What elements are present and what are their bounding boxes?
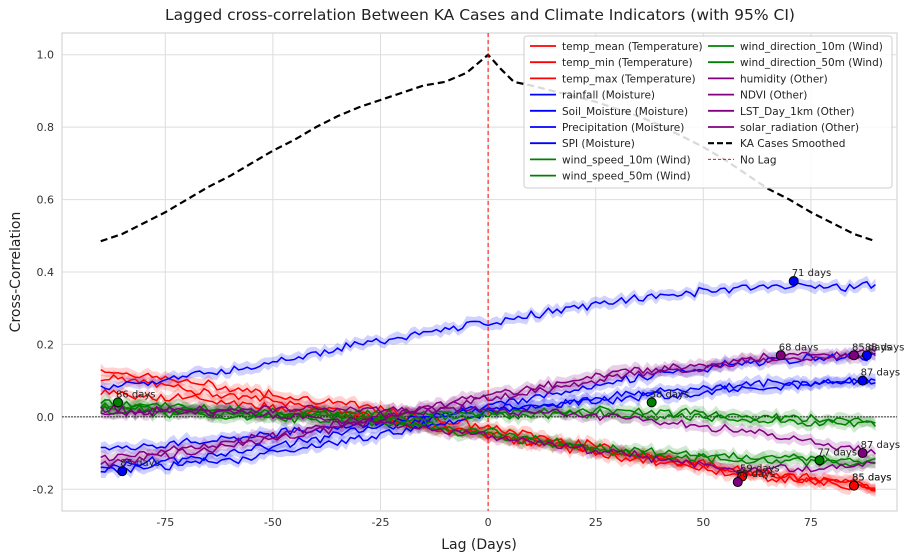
legend: temp_mean (Temperature) temp_min (Tempera… xyxy=(523,35,893,189)
x-tick-label: 75 xyxy=(804,516,818,529)
legend-label: KA Cases Smoothed xyxy=(740,138,845,150)
peak-marker xyxy=(857,448,868,459)
peak-annotation: 58 days xyxy=(736,469,776,480)
legend-label: temp_min (Temperature) xyxy=(562,57,693,69)
peak-marker xyxy=(112,397,123,408)
peak-marker xyxy=(646,397,657,408)
y-axis-label: Cross-Correlation xyxy=(8,212,24,333)
legend-label: NDVI (Other) xyxy=(740,90,807,102)
legend-label: wind_direction_10m (Wind) xyxy=(740,41,883,53)
peak-marker xyxy=(775,350,786,361)
legend-label: rainfall (Moisture) xyxy=(562,90,655,102)
x-tick-label: -75 xyxy=(156,516,174,529)
peak-marker xyxy=(732,477,743,488)
y-tick-label: 1.0 xyxy=(37,49,55,62)
legend-label: LST_Day_1km (Other) xyxy=(740,106,855,118)
peak-annotation: 71 days xyxy=(792,268,832,279)
peak-annotation: 59 days xyxy=(740,464,780,475)
peak-annotation: 38 days xyxy=(650,389,690,400)
legend-label: wind_speed_50m (Wind) xyxy=(562,171,691,183)
x-tick-label: 25 xyxy=(589,516,603,529)
y-tick-label: 0.6 xyxy=(37,194,55,207)
legend-label: solar_radiation (Other) xyxy=(740,122,859,134)
series-line xyxy=(100,403,877,428)
peak-annotation: 85 days xyxy=(852,473,892,484)
legend-label: wind_direction_50m (Wind) xyxy=(740,57,883,69)
legend-label: Precipitation (Moisture) xyxy=(562,122,684,134)
confidence-band xyxy=(100,398,876,470)
peak-annotation: 88 days xyxy=(865,342,904,353)
series-line xyxy=(100,280,876,391)
confidence-band xyxy=(100,275,876,396)
legend-label: No Lag xyxy=(740,154,777,166)
y-axis-ticks: -0.2 0.0 0.2 0.4 0.6 0.8 1.0 xyxy=(33,49,54,497)
peak-annotation: 85 days xyxy=(852,473,892,484)
peak-annotation: 68 days xyxy=(779,342,819,353)
x-axis-label: Lag (Days) xyxy=(441,537,517,553)
x-tick-label: 50 xyxy=(696,516,710,529)
x-tick-label: 0 xyxy=(485,516,492,529)
legend-label: Soil_Moisture (Moisture) xyxy=(562,106,688,118)
legend-label: SPI (Moisture) xyxy=(562,138,635,150)
peak-annotation: 85 days xyxy=(852,342,892,353)
peak-annotation: 77 days xyxy=(818,447,858,458)
y-tick-label: 0.4 xyxy=(37,266,55,279)
x-axis-ticks: -75 -50 -25 0 25 50 75 xyxy=(156,516,818,529)
peak-marker xyxy=(857,375,868,386)
legend-label: temp_max (Temperature) xyxy=(562,73,696,85)
confidence-band xyxy=(100,344,876,467)
series-line xyxy=(100,404,876,475)
peak-annotation: 85 days xyxy=(120,458,160,469)
legend-box xyxy=(523,35,893,189)
series-line xyxy=(100,403,877,455)
y-tick-label: 0.2 xyxy=(37,338,55,351)
legend-label: humidity (Other) xyxy=(740,73,828,85)
peak-marker xyxy=(848,480,859,491)
x-tick-label: -25 xyxy=(372,516,390,529)
legend-label: wind_speed_10m (Wind) xyxy=(562,154,691,166)
peak-marker xyxy=(117,466,128,477)
y-tick-label: -0.2 xyxy=(33,483,54,496)
peak-annotation: 87 days xyxy=(861,368,901,379)
y-tick-label: 0.8 xyxy=(37,121,55,134)
series-line xyxy=(100,373,876,492)
peak-marker xyxy=(848,350,859,361)
chart-title: Lagged cross-correlation Between KA Case… xyxy=(165,6,795,24)
legend-label: temp_mean (Temperature) xyxy=(562,41,703,53)
peak-marker xyxy=(788,276,799,287)
peak-marker xyxy=(814,455,825,466)
y-tick-label: 0.0 xyxy=(37,411,55,424)
series-line xyxy=(100,348,876,462)
x-tick-label: -50 xyxy=(264,516,282,529)
peak-marker xyxy=(861,350,872,361)
confidence-band xyxy=(100,345,876,472)
peak-annotation: 87 days xyxy=(861,440,901,451)
peak-annotation: 86 days xyxy=(116,389,156,400)
